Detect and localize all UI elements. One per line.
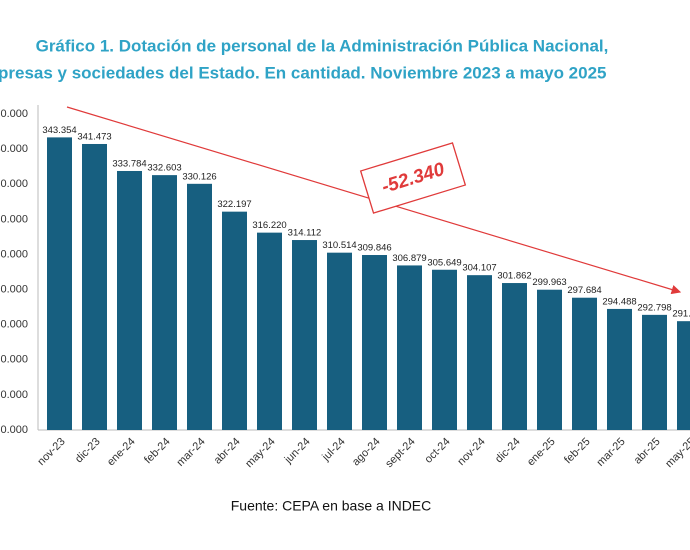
value-label: 294.488 [602, 296, 636, 307]
x-tick-label: ene-25 [525, 436, 558, 469]
y-tick-label: 300.000 [0, 283, 28, 295]
value-label: 306.879 [392, 253, 426, 264]
y-tick-label: 260.000 [0, 424, 28, 436]
value-label: 297.684 [567, 285, 601, 296]
bar [607, 308, 632, 430]
x-tick-label: ago-24 [350, 436, 383, 469]
x-tick-label: sept-24 [383, 436, 417, 470]
y-tick-label: 280.000 [0, 354, 28, 366]
chart-title: Gráfico 1. Dotación de personal de la Ad… [36, 36, 609, 55]
annotation-frame [359, 142, 467, 214]
y-tick-label: 270.000 [0, 389, 28, 401]
bar [572, 297, 597, 430]
x-tick-label: nov-23 [35, 436, 67, 468]
bar [362, 255, 387, 430]
bar [152, 175, 177, 430]
x-tick-label: jun-24 [282, 436, 313, 467]
value-label: 309.846 [357, 243, 391, 254]
value-label: 330.126 [182, 171, 216, 182]
value-label: 316.220 [252, 220, 286, 231]
x-tick-label: feb-25 [562, 436, 593, 467]
bar [397, 265, 422, 430]
bar [82, 143, 107, 431]
bar [432, 269, 457, 430]
x-tick-label: feb-24 [142, 436, 173, 467]
value-label: 291.000 [672, 309, 690, 320]
x-tick-label: abr-25 [632, 436, 663, 467]
bar [677, 321, 690, 430]
value-label: 314.112 [288, 228, 322, 239]
y-tick-label: 320.000 [0, 213, 28, 225]
value-label: 332.603 [147, 163, 181, 174]
value-label: 305.649 [427, 257, 461, 268]
bar [187, 183, 212, 430]
x-tick-label: ene-24 [105, 436, 138, 469]
bar [257, 232, 282, 430]
bar [642, 314, 667, 430]
x-tick-label: mar-25 [595, 436, 628, 469]
bar [222, 211, 247, 430]
value-label: 292.798 [637, 302, 671, 313]
y-tick-label: 350.000 [0, 108, 28, 120]
x-tick-label: nov-24 [455, 436, 487, 468]
value-label: 341.473 [77, 132, 111, 143]
x-tick-label: oct-24 [423, 436, 453, 466]
y-tick-label: 330.000 [0, 178, 28, 190]
value-label: 333.784 [112, 158, 146, 169]
chart-subtitle: presas y sociedades del Estado. En canti… [0, 63, 607, 82]
value-label: 322.197 [217, 199, 251, 210]
bar [117, 170, 142, 431]
annotation-box: -52.340 [359, 142, 467, 214]
x-tick-label: may-25 [663, 436, 690, 470]
x-tick-label: may-24 [243, 436, 277, 470]
y-tick-label: 310.000 [0, 248, 28, 260]
value-label: 310.514 [322, 240, 356, 251]
bar [467, 275, 492, 430]
x-tick-label: mar-24 [175, 436, 208, 469]
bar [47, 137, 72, 430]
y-tick-label: 340.000 [0, 143, 28, 155]
x-tick-label: abr-24 [212, 436, 243, 467]
source-note: Fuente: CEPA en base a INDEC [231, 498, 432, 514]
x-tick-label: dic-24 [493, 436, 523, 466]
value-label: 301.862 [497, 271, 531, 282]
value-label: 304.107 [462, 263, 496, 274]
bar [327, 252, 352, 430]
x-tick-label: jul-24 [319, 436, 347, 464]
bar [292, 240, 317, 430]
x-tick-label: dic-23 [73, 436, 103, 466]
bar [537, 289, 562, 430]
value-label: 343.354 [42, 125, 76, 136]
y-tick-label: 290.000 [0, 319, 28, 331]
bar [502, 283, 527, 430]
value-label: 299.963 [532, 277, 566, 288]
